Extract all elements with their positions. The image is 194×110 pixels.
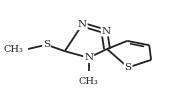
Text: CH₃: CH₃ xyxy=(79,77,99,86)
Text: N: N xyxy=(78,20,87,29)
Text: CH₃: CH₃ xyxy=(3,45,23,54)
Text: N: N xyxy=(84,53,93,62)
Text: N: N xyxy=(101,27,111,36)
Text: S: S xyxy=(125,63,132,72)
Text: S: S xyxy=(43,40,50,49)
